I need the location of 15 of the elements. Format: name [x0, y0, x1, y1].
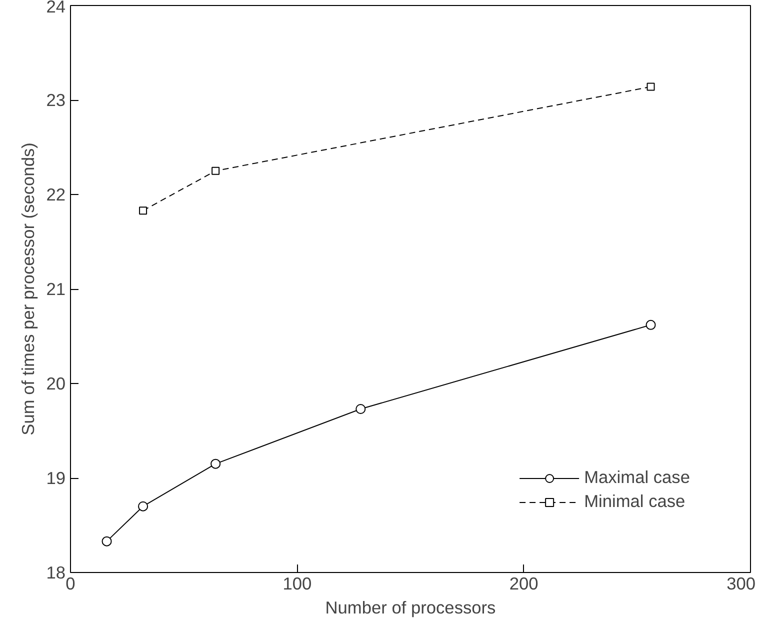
x-tick-label: 200: [509, 574, 538, 594]
y-tick-label: 19: [46, 468, 66, 488]
legend-label: Maximal case: [584, 467, 690, 488]
x-tick-label: 100: [282, 574, 312, 594]
y-tick-label: 24: [46, 0, 66, 16]
legend-label: Minimal case: [584, 491, 686, 512]
y-tick-label: 22: [46, 184, 66, 204]
x-axis-title: Number of processors: [325, 598, 496, 618]
y-tick-label: 18: [46, 562, 66, 582]
y-tick-label: 20: [46, 374, 66, 394]
x-tick-label: 300: [726, 574, 756, 594]
y-axis-title: Sum of times per processor (seconds): [18, 142, 38, 436]
x-tick-label: 0: [66, 574, 76, 594]
y-tick-label: 21: [46, 279, 66, 299]
y-tick-label: 23: [46, 90, 66, 110]
